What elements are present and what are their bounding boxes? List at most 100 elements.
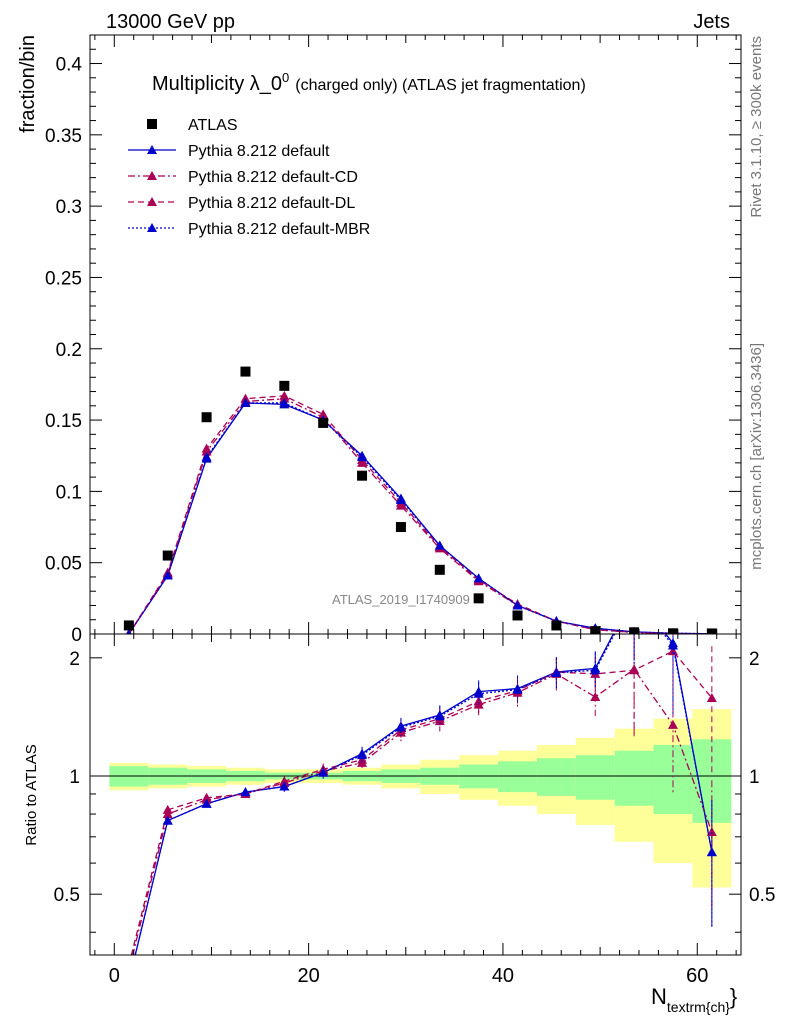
chart-title: Multiplicity λ_00 (charged only) (ATLAS j… [152,70,586,95]
ratio-marker [240,787,251,797]
ratio-line [131,668,713,955]
ratio-y-axis-label: Ratio to ATLAS [23,744,40,845]
x-tick-label: 60 [686,965,708,987]
legend-marker [147,145,157,154]
series-line [128,398,712,634]
ratio-line [130,650,713,955]
data-point [706,628,717,634]
series-marker [126,629,132,634]
ratio-marker [667,719,678,729]
series-marker [240,397,251,407]
ratio-marker [201,792,212,802]
series-marker [395,494,406,504]
ratio-marker [434,711,445,721]
series-marker [279,390,290,400]
series-marker [201,452,212,462]
ratio-marker [473,688,484,698]
data-point [590,626,601,634]
legend: ATLAS Pythia 8.212 default Pythia 8.212 de… [128,117,370,238]
legend-marker [147,223,157,232]
main-panel [123,366,717,634]
ratio-marker [706,847,717,857]
ratio-marker [279,781,290,791]
ratio-marker [124,965,134,974]
y-tick-label: 0.4 [56,55,83,76]
legend-label: ATLAS [188,117,238,134]
legend-label: Pythia 8.212 default-CD [188,169,358,186]
y-tick-label: 0.35 [45,126,82,147]
legend-marker [147,197,157,206]
data-point [123,620,134,631]
ratio-marker [706,827,717,837]
ratio-tick-label-left: 2 [69,649,80,670]
ratio-marker [162,815,173,825]
ratio-tick-label-right: 0.5 [749,885,775,906]
data-point [512,610,523,621]
series-marker [162,570,173,580]
rivet-label: Rivet 3.1.10, ≥ 300k events [748,36,765,218]
ratio-marker [201,798,212,808]
data-point [629,627,640,634]
ratio-marker [512,684,523,694]
ratio-tick-label-right: 1 [749,767,760,788]
data-point [279,380,290,391]
ratio-marker [124,976,134,985]
legend-label: Pythia 8.212 default-DL [188,195,355,212]
series-marker [279,397,290,407]
header-left: 13000 GeV pp [106,11,235,33]
analysis-watermark: ATLAS_2019_I1740909 [332,592,470,607]
data-point [240,366,251,377]
series-marker [473,573,484,583]
ratio-marker [357,754,368,764]
x-tick-label: 0 [109,965,120,987]
legend-marker [147,119,157,129]
x-axis-label-close: } [730,984,737,1009]
y-tick-label: 0.1 [56,482,82,503]
x-axis-label-main: N [651,984,667,1009]
ratio-tick-label-left: 1 [69,767,80,788]
series-marker [434,540,445,550]
ratio-marker [124,960,134,969]
ratio-marker [473,696,484,706]
ratio-marker [667,646,678,656]
ratio-marker [590,691,601,701]
uncertainty-band-green [575,755,615,800]
y-axis-label: fraction/bin [17,35,39,133]
y-tick-label: 0.15 [45,411,82,432]
x-axis-label: Ntextrm{ch}} [651,984,737,1015]
ratio-tick-label-right: 2 [749,649,760,670]
x-axis-label-sub: textrm{ch} [667,999,730,1015]
series-line [128,402,712,634]
ratio-marker [124,976,134,985]
ratio-marker [706,693,717,703]
series-marker [318,409,329,419]
header-right: Jets [693,11,730,33]
legend-marker [147,171,157,180]
x-tick-label: 20 [297,965,319,987]
series-marker [512,600,523,610]
ratio-tick-label-left: 0.5 [54,885,80,906]
data-point [434,564,445,575]
y-tick-label: 0 [71,625,82,646]
series-marker [201,443,212,453]
data-point [357,470,368,481]
chart-title-sup: 0 [282,70,289,85]
data-point [551,620,562,631]
chart-title-main: Multiplicity λ_0 [152,73,282,95]
ratio-marker [629,589,639,598]
x-tick-label: 40 [492,965,514,987]
chart-title-suffix: (charged only) (ATLAS jet fragmentation) [295,77,586,94]
ratio-marker [357,750,368,760]
legend-label: Pythia 8.212 default-MBR [188,221,370,238]
series-line [128,395,712,634]
mcplots-label: mcplots.cern.ch [arXiv:1306.3436] [748,343,765,570]
uncertainty-band-green [536,758,576,796]
ratio-marker [667,640,678,650]
data-point [318,417,329,428]
legend-label: Pythia 8.212 default [188,143,330,160]
ratio-line [134,634,713,955]
ratio-marker [551,667,562,677]
ratio-frame [89,633,742,956]
ratio-marker [395,722,406,732]
